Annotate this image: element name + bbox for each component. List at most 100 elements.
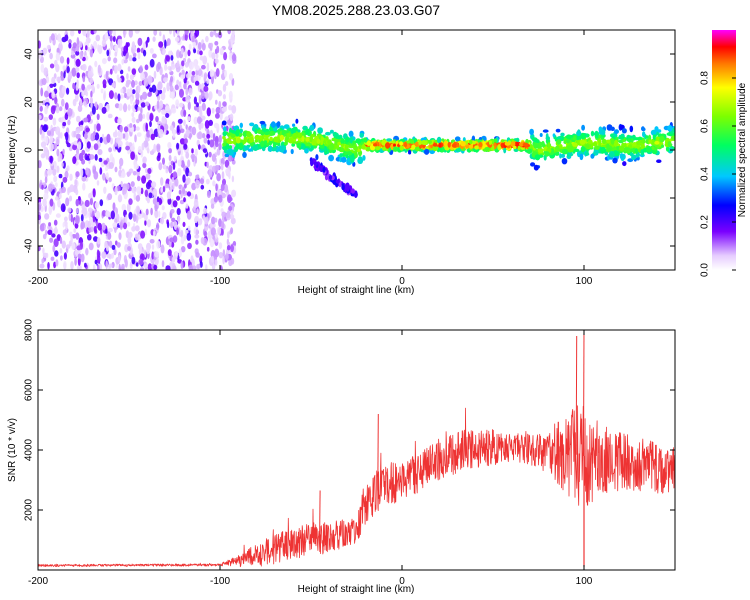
spectrogram-cell (59, 132, 63, 139)
spectrogram-cell (85, 90, 88, 97)
spectrogram-cell (180, 160, 185, 168)
spectrogram-cell (63, 260, 67, 270)
spectrogram-cell (91, 105, 96, 115)
spectrogram-cell (167, 197, 172, 205)
spectrogram-cell (59, 236, 63, 245)
spectrogram-cell (479, 137, 482, 141)
spectrogram-cell (182, 174, 186, 183)
spectrogram-cell (128, 198, 133, 206)
spectrogram-cell (42, 124, 48, 133)
spectrogram-cell (221, 107, 227, 112)
spectrogram-cell (145, 173, 151, 180)
spectrogram-cell (629, 152, 634, 157)
spectrogram-cell (49, 237, 54, 243)
spectrogram-cell (142, 156, 147, 164)
spectrogram-cell (99, 167, 103, 175)
spectrogram-cell (44, 106, 48, 115)
spectrogram-cell (665, 146, 670, 152)
spectrogram-cell (137, 37, 143, 47)
spectrogram-cell (215, 113, 220, 119)
spectrogram-cell (172, 200, 178, 208)
spectrogram-cell (193, 48, 197, 54)
spectrogram-cell (148, 192, 153, 199)
spectrogram-cell (98, 102, 104, 111)
spectrogram-cell (194, 30, 200, 37)
spectrogram-cell (219, 47, 224, 56)
spectrogram-cell (131, 116, 136, 123)
spectrogram-cell (164, 64, 168, 71)
spectrogram-cell (40, 63, 45, 73)
spectrogram-cell (195, 174, 198, 180)
spectrogram-cell (208, 151, 212, 158)
spectrogram-cell (75, 133, 81, 140)
spectrogram-cell (142, 162, 147, 169)
spectrogram-cell (224, 153, 230, 158)
spectrogram-cell (537, 144, 542, 149)
spectrogram-cell (120, 94, 124, 99)
spectrogram-cell (229, 113, 234, 122)
spectrogram-cell (613, 139, 619, 147)
spectrogram-cell (160, 92, 166, 101)
spectrogram-cell (80, 220, 86, 230)
spectrogram-cell (320, 139, 324, 146)
spectrogram-cell (224, 81, 229, 86)
spectrogram-cell (126, 203, 131, 212)
spectrogram-cell (227, 119, 232, 126)
spectrogram-cell (117, 93, 121, 102)
spectrogram-cell (460, 141, 466, 147)
spectrogram-cell (113, 65, 118, 74)
spectrogram-cell (213, 196, 218, 203)
spectrogram-cell (193, 198, 199, 208)
spectrogram-cell (566, 138, 570, 144)
spectrogram-cell (566, 145, 572, 151)
spectrogram-cell (136, 47, 141, 53)
spectrogram-cell (290, 127, 296, 135)
spectrogram-cell (94, 259, 98, 265)
spectrogram-cell (198, 144, 201, 150)
spectrogram-cell (138, 259, 144, 266)
spectrogram-cell (68, 42, 72, 49)
spectrogram-cell (276, 121, 281, 128)
spectrogram-cell (152, 53, 157, 59)
spectrogram-cell (124, 131, 129, 141)
spectrogram-cell (176, 208, 181, 216)
spectrogram-cell (210, 42, 213, 49)
spectrogram-cell (142, 113, 146, 119)
spectrogram-cell (89, 48, 94, 58)
spectrogram-cell (539, 133, 543, 137)
snr-series-line (38, 405, 675, 568)
spectrogram-cell (432, 143, 438, 147)
spectrogram-cell (59, 106, 63, 112)
spectrogram-cell (132, 213, 137, 222)
spectrogram-cell (156, 240, 161, 249)
spectrogram-cell (130, 145, 135, 152)
spectrogram-cell (185, 177, 191, 185)
spectrogram-cell (179, 199, 185, 205)
spectrogram-cell (80, 253, 85, 263)
spectrogram-cell (131, 112, 135, 118)
spectrogram-cell (180, 236, 185, 245)
spectrogram-cell (345, 154, 349, 159)
spectrogram-cell (44, 90, 49, 98)
spectrogram-cell (280, 148, 285, 153)
spectrogram-cell (116, 242, 121, 248)
spectrogram-cell (183, 119, 186, 126)
spectrogram-cell (153, 143, 157, 153)
spectrogram-cell (205, 178, 210, 185)
spectrogram-cell (199, 56, 204, 61)
spectrogram-cell (187, 242, 192, 250)
spectrogram-cell (126, 73, 129, 80)
spectrogram-cell (598, 134, 602, 139)
spectrogram-cell (227, 140, 233, 145)
spectrogram-cell (200, 91, 206, 100)
spectrogram-cell (208, 169, 213, 178)
spectrogram-cell (72, 144, 78, 151)
spectrogram-cell (139, 65, 143, 74)
spectrogram-cell (147, 167, 152, 175)
spectrogram-cell (621, 153, 626, 160)
spectrogram-cell (408, 138, 414, 145)
spectrogram-cell (206, 190, 211, 198)
spectrogram-cell (170, 55, 174, 61)
spectrogram-cell (659, 135, 665, 143)
spectrogram-cell (223, 184, 229, 193)
